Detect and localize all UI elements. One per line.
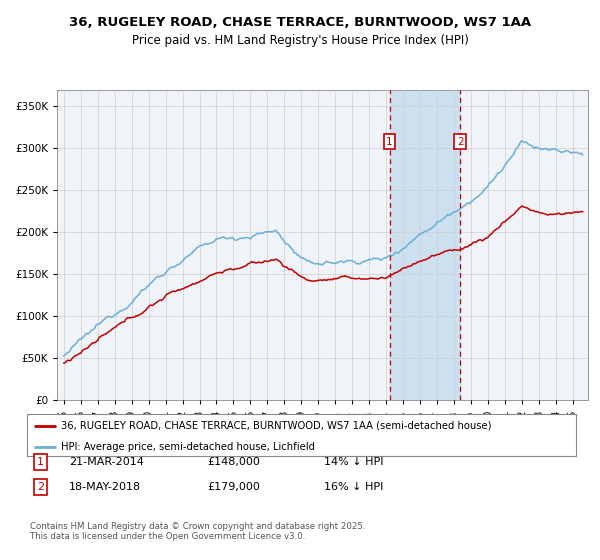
- Text: 21-MAR-2014: 21-MAR-2014: [69, 457, 144, 467]
- Text: Contains HM Land Registry data © Crown copyright and database right 2025.
This d: Contains HM Land Registry data © Crown c…: [30, 522, 365, 542]
- Text: £179,000: £179,000: [207, 482, 260, 492]
- Bar: [389, 90, 460, 400]
- Text: 36, RUGELEY ROAD, CHASE TERRACE, BURNTWOOD, WS7 1AA (semi-detached house): 36, RUGELEY ROAD, CHASE TERRACE, BURNTWO…: [61, 421, 491, 431]
- Text: 2: 2: [457, 137, 464, 147]
- Text: 2: 2: [37, 482, 44, 492]
- Text: £148,000: £148,000: [207, 457, 260, 467]
- Text: 1: 1: [37, 457, 44, 467]
- Text: 18-MAY-2018: 18-MAY-2018: [69, 482, 141, 492]
- Text: Price paid vs. HM Land Registry's House Price Index (HPI): Price paid vs. HM Land Registry's House …: [131, 34, 469, 46]
- Text: 1: 1: [386, 137, 393, 147]
- Text: 36, RUGELEY ROAD, CHASE TERRACE, BURNTWOOD, WS7 1AA: 36, RUGELEY ROAD, CHASE TERRACE, BURNTWO…: [69, 16, 531, 29]
- Text: 14% ↓ HPI: 14% ↓ HPI: [324, 457, 383, 467]
- Text: 16% ↓ HPI: 16% ↓ HPI: [324, 482, 383, 492]
- Text: HPI: Average price, semi-detached house, Lichfield: HPI: Average price, semi-detached house,…: [61, 442, 315, 452]
